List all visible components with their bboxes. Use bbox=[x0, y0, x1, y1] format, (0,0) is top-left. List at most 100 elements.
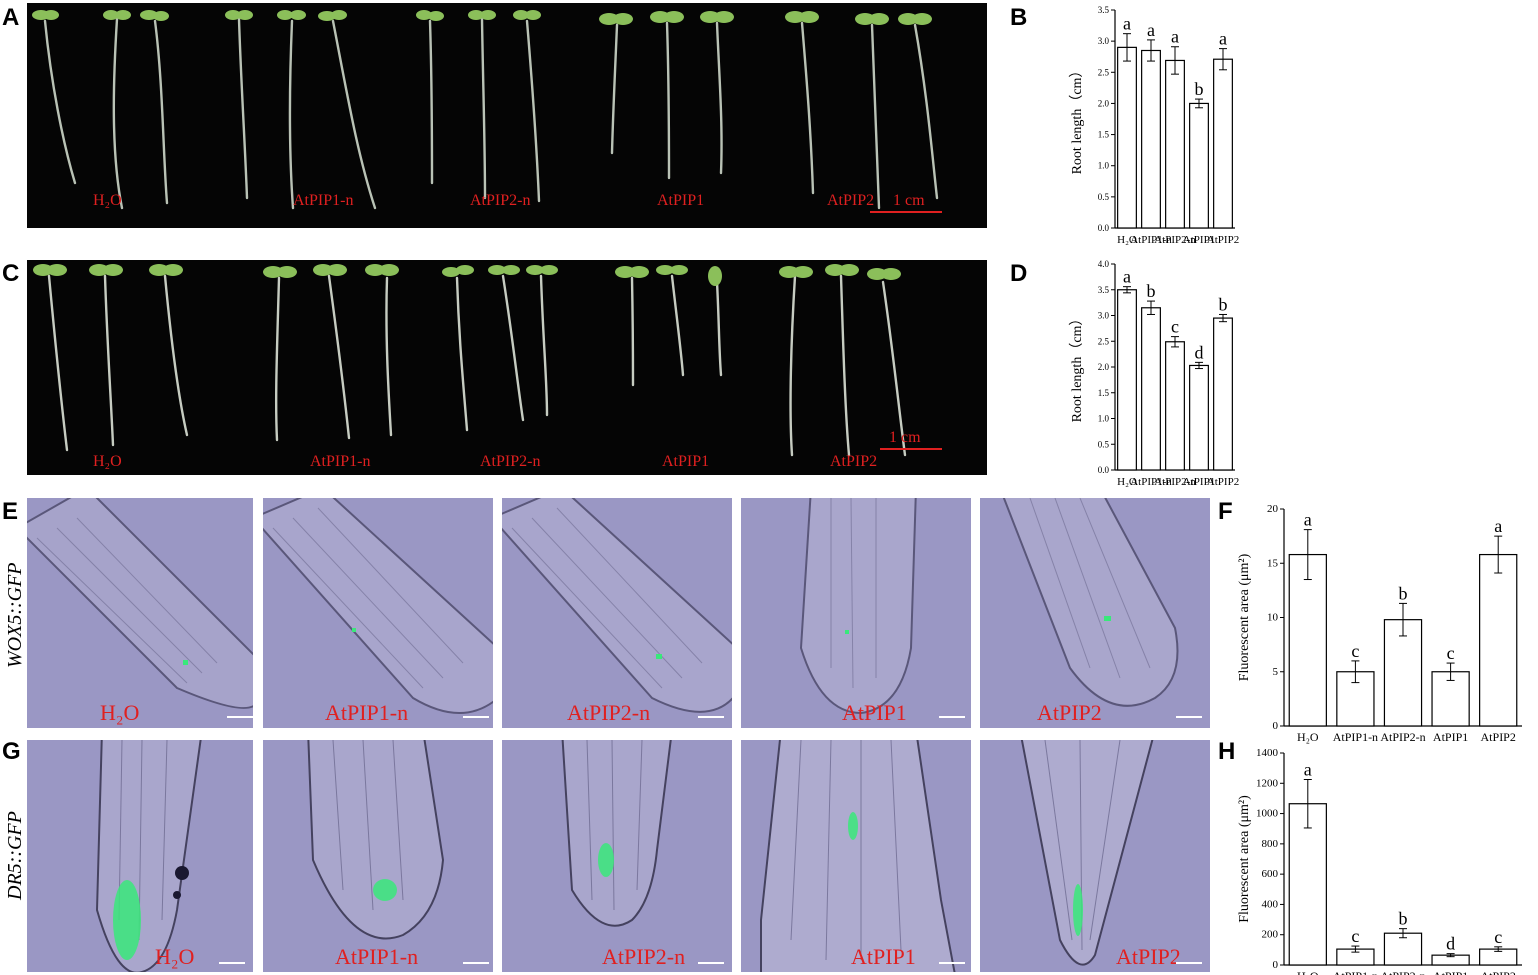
chart-b-category-label: AtPIP1-n bbox=[1130, 234, 1172, 246]
panel-letter-c: C bbox=[2, 260, 20, 287]
scale-bar-e1 bbox=[227, 716, 253, 718]
chart-d-bar bbox=[1117, 289, 1137, 471]
panel-letter-a: A bbox=[2, 4, 20, 31]
seedling-drawing-c bbox=[33, 264, 907, 457]
chart-d-ytick-label: 1.5 bbox=[1098, 388, 1110, 398]
micro-g-h2o: H₂O bbox=[27, 740, 253, 972]
chart-b-bar bbox=[1189, 102, 1209, 229]
chart-d-category-label: AtPIP2-n bbox=[1154, 476, 1196, 488]
root-drawing-g3 bbox=[561, 740, 672, 927]
chart-f-bar bbox=[1479, 553, 1518, 727]
root-drawing-g4 bbox=[760, 740, 956, 972]
chart-h-ylabel: Fluorescent area (μm²) bbox=[1237, 795, 1252, 923]
chart-b-bar bbox=[1117, 46, 1137, 229]
chart-h-category-label: AtPIP1-n bbox=[1333, 969, 1378, 975]
micro-e-atpip1n: AtPIP1-n bbox=[263, 498, 493, 728]
chart-b-sig-letter: a bbox=[1147, 20, 1155, 40]
root-drawing-e5 bbox=[1002, 498, 1179, 707]
scale-bar-g1 bbox=[219, 962, 245, 964]
scale-label-a: 1 cm bbox=[893, 192, 925, 209]
root-drawing-e2 bbox=[263, 498, 493, 714]
chart-d-ytick-label: 0.5 bbox=[1098, 439, 1110, 449]
chart-d-bar bbox=[1141, 307, 1161, 471]
chart-h-sig-letter: d bbox=[1446, 934, 1455, 954]
side-label-dr5-gfp: DR5::GFP bbox=[4, 811, 26, 900]
label-g-atpip1n: AtPIP1-n bbox=[335, 944, 419, 969]
label-c-h2o: H₂O bbox=[93, 453, 122, 470]
chart-f-bar bbox=[1288, 553, 1327, 727]
chart-d-sig-letter: b bbox=[1219, 294, 1228, 314]
micro-e-atpip1: AtPIP1 bbox=[741, 498, 971, 728]
chart-f-ytick-label: 0 bbox=[1273, 720, 1279, 732]
chart-b-sig-letter: a bbox=[1123, 14, 1131, 34]
chart-d-ytick-label: 2.5 bbox=[1098, 336, 1110, 346]
label-a-atpip1n: AtPIP1-n bbox=[293, 192, 354, 209]
chart-d-sig-letter: c bbox=[1171, 317, 1179, 337]
chart-h-sig-letter: c bbox=[1351, 926, 1359, 946]
chart-b-sig-letter: b bbox=[1195, 79, 1204, 99]
label-e-atpip2: AtPIP2 bbox=[1037, 700, 1102, 725]
scale-bar-c bbox=[880, 448, 942, 450]
chart-d-bar bbox=[1189, 364, 1209, 471]
chart-d-ytick-label: 1.0 bbox=[1098, 414, 1110, 424]
seedling-photo-c: H₂O AtPIP1-n AtPIP2-n AtPIP1 AtPIP2 1 cm bbox=[27, 260, 987, 475]
panel-letter-g: G bbox=[2, 738, 21, 765]
chart-d: 0.0 0.5 1.0 1.5 2.0 2.5 3.0 3.5 4.0 Root length（c… bbox=[1069, 259, 1239, 488]
scale-bar-g3 bbox=[698, 962, 724, 964]
chart-b-ytick-label: 3.0 bbox=[1098, 36, 1110, 46]
label-e-atpip2n: AtPIP2-n bbox=[567, 700, 651, 725]
label-a-atpip2: AtPIP2 bbox=[827, 192, 875, 209]
panel-letter-e: E bbox=[2, 498, 19, 525]
seedling-photo-a: H₂O AtPIP1-n AtPIP2-n AtPIP1 AtPIP2 1 cm bbox=[27, 3, 987, 228]
label-a-atpip2n: AtPIP2-n bbox=[470, 192, 531, 209]
chart-h-ytick-label: 400 bbox=[1262, 898, 1279, 910]
chart-f: 0 5 10 15 20 Fluorescent area (μm²) a H₂O c AtPIP… bbox=[1237, 503, 1522, 744]
chart-f-ytick-label: 10 bbox=[1267, 612, 1279, 624]
chart-b: 0.0 0.5 1.0 1.5 2.0 2.5 3.0 3.5 Root length（cm） a… bbox=[1069, 5, 1239, 246]
root-drawing-g1 bbox=[95, 740, 202, 972]
chart-h-sig-letter: b bbox=[1399, 909, 1408, 929]
label-g-atpip2: AtPIP2 bbox=[1116, 944, 1181, 969]
chart-b-category-label: AtPIP2 bbox=[1207, 234, 1239, 246]
label-c-atpip1: AtPIP1 bbox=[662, 453, 710, 470]
chart-h: 0 200 400 600 800 1000 1200 1400 Fluorescent are… bbox=[1237, 747, 1522, 975]
chart-f-ylabel: Fluorescent area (μm²) bbox=[1237, 553, 1252, 681]
chart-h-bar bbox=[1383, 932, 1423, 966]
label-c-atpip1n: AtPIP1-n bbox=[310, 453, 371, 470]
chart-b-category-label: H₂O bbox=[1117, 234, 1137, 246]
chart-b-ytick-label: 2.0 bbox=[1098, 98, 1110, 108]
micro-e-atpip2: AtPIP2 bbox=[980, 498, 1210, 728]
chart-d-category-label: AtPIP1-n bbox=[1130, 476, 1172, 488]
chart-h-category-label: AtPIP2-n bbox=[1380, 969, 1425, 975]
chart-h-sig-letter: a bbox=[1304, 760, 1312, 780]
chart-b-sig-letter: a bbox=[1171, 27, 1179, 47]
panel-letter-f: F bbox=[1218, 498, 1233, 525]
root-drawing-g2 bbox=[307, 740, 445, 940]
chart-f-ytick-label: 20 bbox=[1267, 503, 1279, 515]
seedling-drawing-a bbox=[32, 10, 939, 210]
chart-d-sig-letter: a bbox=[1123, 267, 1131, 287]
chart-d-bar bbox=[1165, 341, 1185, 471]
scale-bar-e4 bbox=[939, 716, 965, 718]
scale-bar-e3 bbox=[698, 716, 724, 718]
chart-h-ytick-label: 600 bbox=[1262, 868, 1279, 880]
panel-letter-b: B bbox=[1010, 4, 1028, 31]
chart-b-ytick-label: 1.5 bbox=[1098, 130, 1110, 140]
chart-f-category-label: AtPIP2 bbox=[1481, 730, 1516, 744]
label-g-atpip1: AtPIP1 bbox=[851, 944, 916, 969]
micro-e-atpip2n: AtPIP2-n bbox=[502, 498, 732, 728]
chart-b-ylabel: Root length（cm） bbox=[1069, 64, 1085, 175]
label-e-h2o: H₂O bbox=[100, 700, 140, 725]
panel-letter-h: H bbox=[1218, 738, 1236, 765]
chart-d-ytick-label: 3.5 bbox=[1098, 285, 1110, 295]
chart-b-category-label: AtPIP1 bbox=[1183, 234, 1215, 246]
label-c-atpip2n: AtPIP2-n bbox=[480, 453, 541, 470]
chart-d-bar bbox=[1213, 317, 1233, 471]
chart-d-ytick-label: 0.0 bbox=[1098, 465, 1110, 475]
chart-b-ytick-label: 1.0 bbox=[1098, 161, 1110, 171]
scale-bar-e2 bbox=[463, 716, 489, 718]
chart-b-ytick-label: 2.5 bbox=[1098, 67, 1110, 77]
scale-label-c: 1 cm bbox=[889, 429, 921, 446]
chart-f-sig-letter: c bbox=[1351, 641, 1359, 661]
label-e-atpip1: AtPIP1 bbox=[842, 700, 907, 725]
